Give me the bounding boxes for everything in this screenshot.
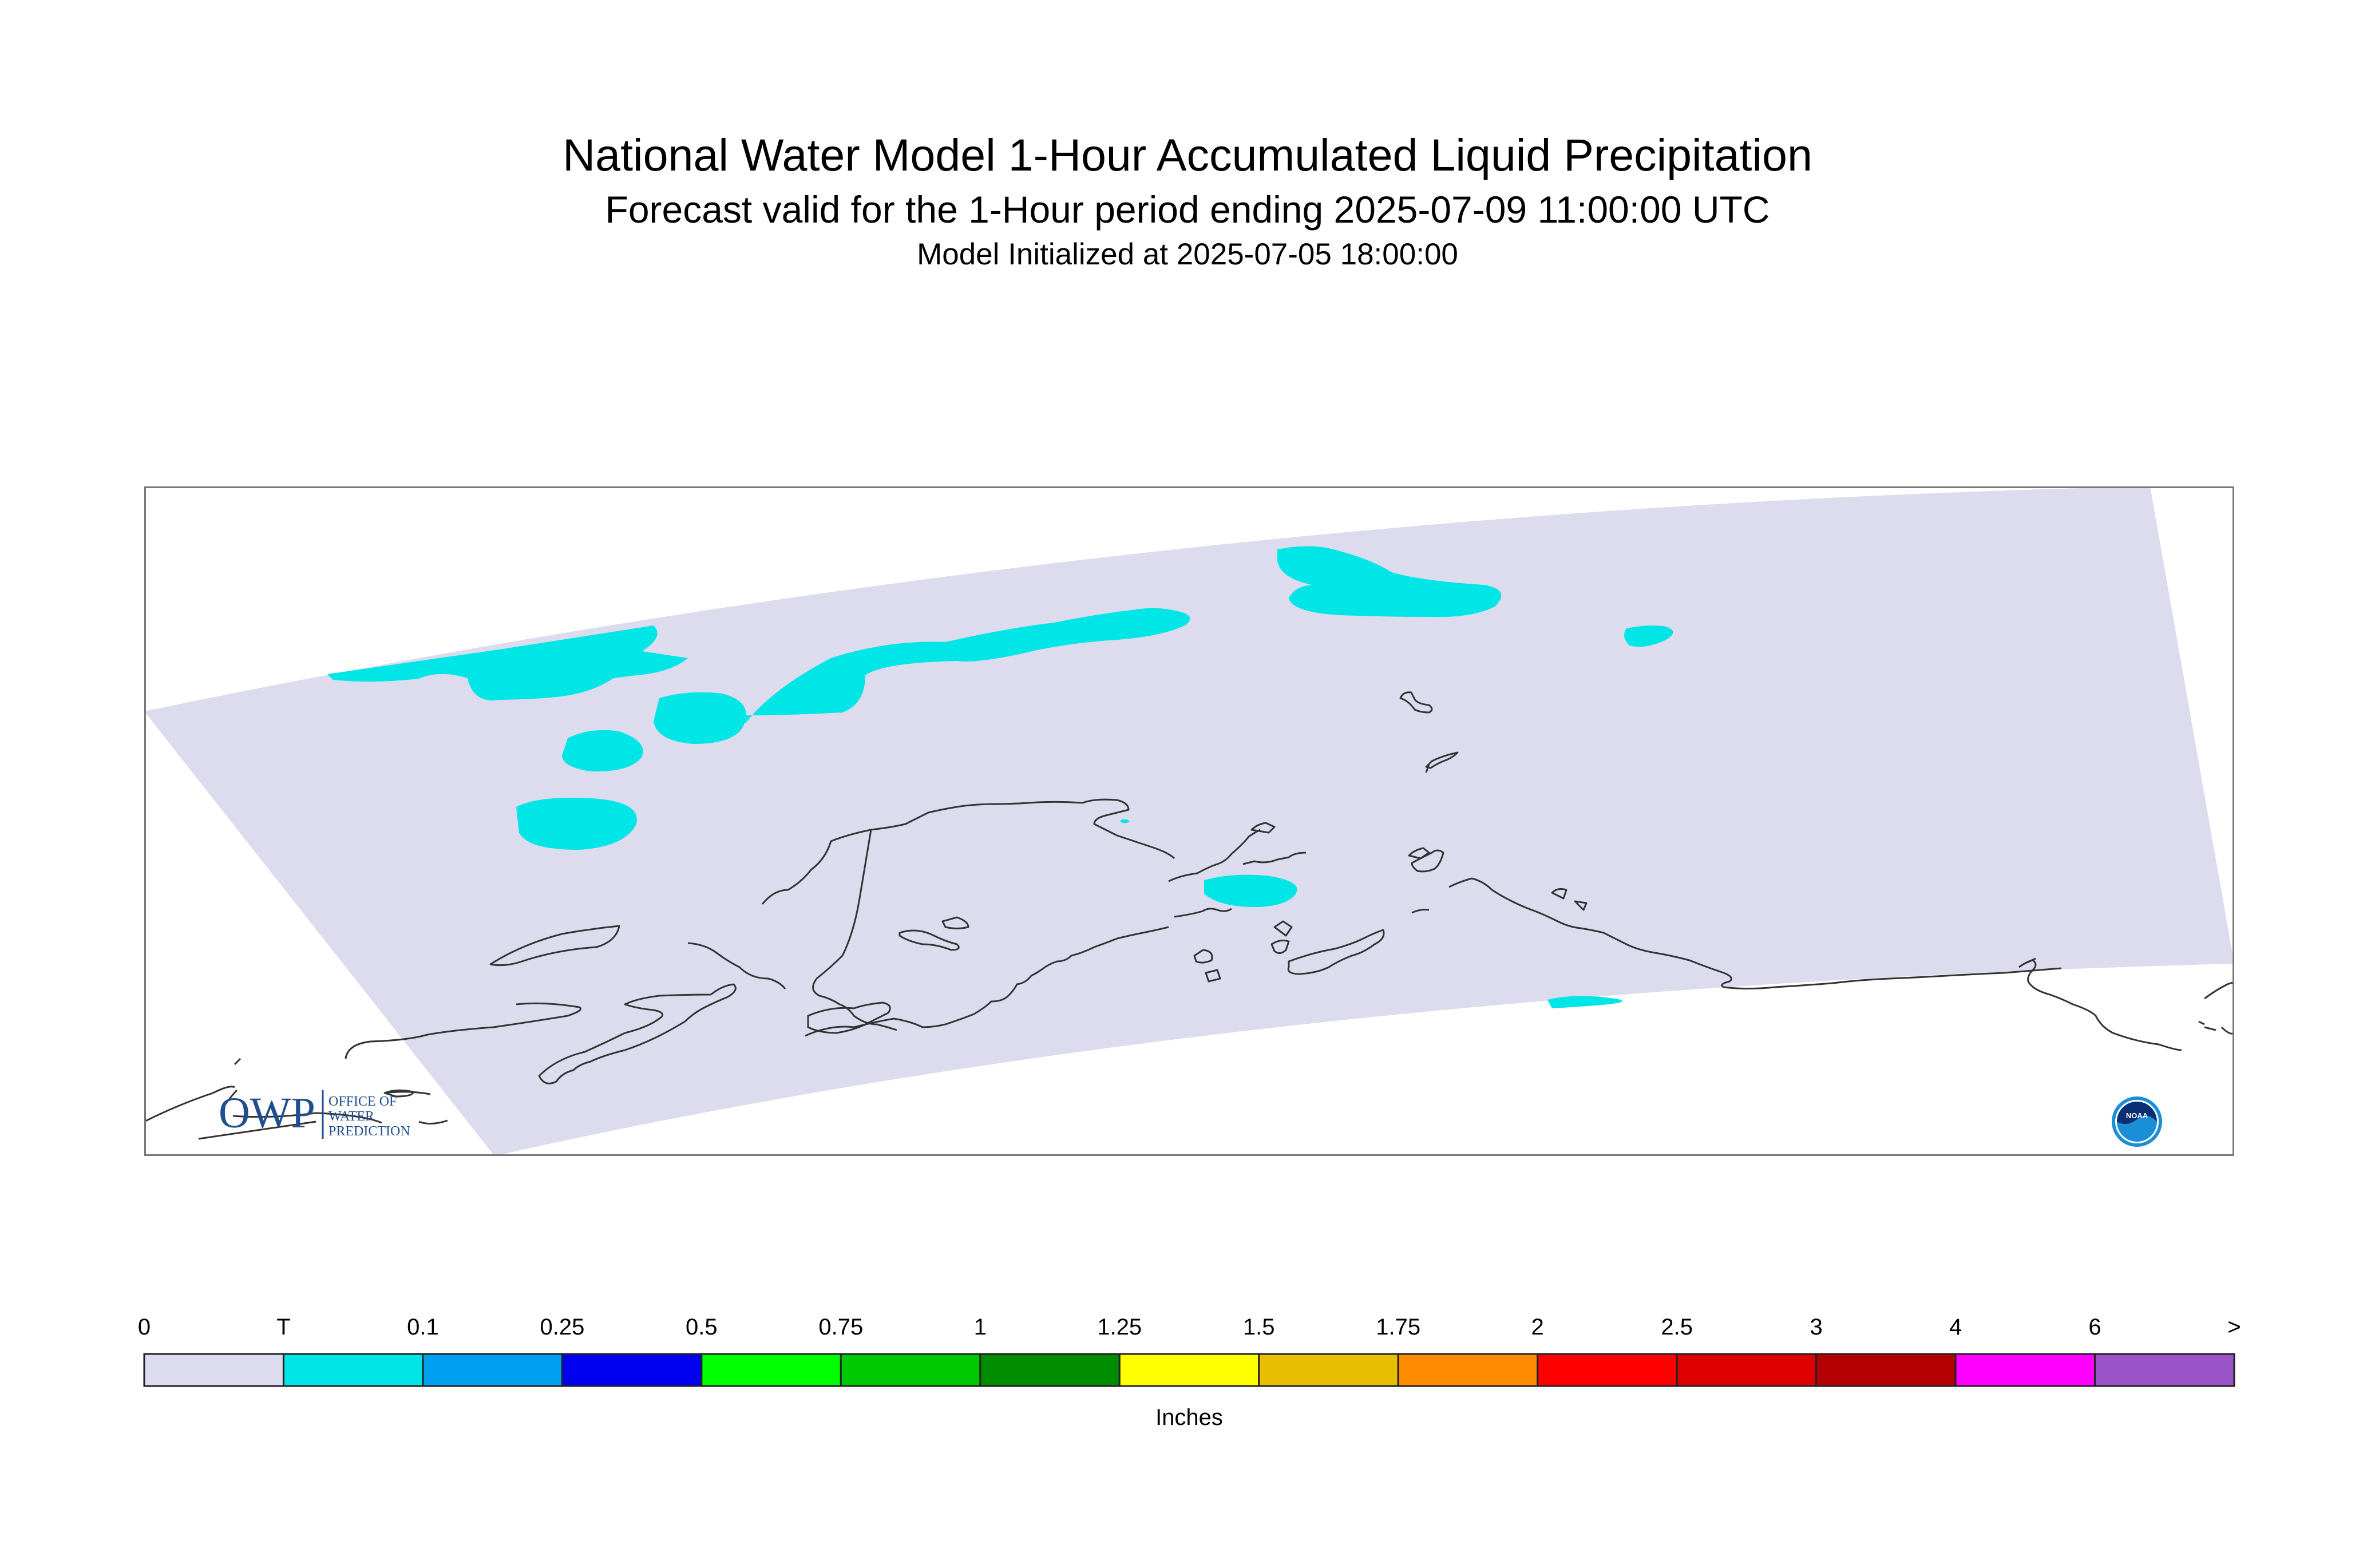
colorbar-tick-label: > (2227, 1314, 2241, 1340)
owp-logo-text-line: OFFICE OF (328, 1094, 397, 1109)
colorbar-swatch (840, 1353, 981, 1387)
colorbar-tick-label: 1.75 (1376, 1314, 1420, 1340)
colorbar-tick-label: 0.5 (686, 1314, 718, 1340)
colorbar-swatch (1954, 1353, 2096, 1387)
owp-logo-mark: OWP (219, 1089, 315, 1137)
precip-area (327, 625, 688, 700)
colorbar-tick-label: 0.75 (818, 1314, 863, 1340)
colorbar-swatch (561, 1353, 703, 1387)
owp-logo-text-line: WATER (328, 1109, 374, 1124)
precip-area (1120, 819, 1130, 823)
colorbar-tick-label: 1.25 (1097, 1314, 1142, 1340)
precip-area (516, 798, 637, 850)
colorbar-swatch (143, 1353, 284, 1387)
owp-logo-text-line: PREDICTION (328, 1124, 410, 1139)
colorbar-swatch (1676, 1353, 1818, 1387)
precip-area (1204, 874, 1297, 907)
colorbar-swatch (2094, 1353, 2235, 1387)
colorbar-swatch (700, 1353, 842, 1387)
colorbar-tick-label: 2 (1531, 1314, 1544, 1340)
colorbar-swatch (282, 1353, 424, 1387)
colorbar-tick-label: T (276, 1314, 290, 1340)
map-subtitle: Forecast valid for the 1-Hour period end… (605, 188, 1770, 231)
precip-area (1624, 625, 1673, 647)
colorbar-tick-label: 0 (138, 1314, 151, 1340)
map-frame (144, 486, 2234, 1156)
colorbar-swatch (422, 1353, 563, 1387)
colorbar-tick-label: 4 (1949, 1314, 1962, 1340)
colorbar-tick-label: 0.1 (407, 1314, 439, 1340)
colorbar-swatch (1815, 1353, 1957, 1387)
colorbar-tick-label: 1 (974, 1314, 987, 1340)
precipitation-colorbar: 0 T 0.1 0.25 0.5 0.75 1 1.25 1.5 1.75 2 2.5 3 4 6 > Inc… (138, 1314, 2241, 1430)
precip-area (1547, 996, 1622, 1008)
noaa-logo-text: NOAA (2126, 1111, 2148, 1120)
noaa-logo: NOAA (2112, 1096, 2162, 1147)
colorbar-swatch (979, 1353, 1121, 1387)
owp-logo: OWP OFFICE OF WATER PREDICTION (219, 1089, 410, 1139)
colorbar-swatch (1537, 1353, 1678, 1387)
precipitation-areas (327, 546, 1673, 1008)
precip-area (654, 692, 746, 744)
colorbar-tick-label: 0.25 (540, 1314, 584, 1340)
map-title: National Water Model 1-Hour Accumulated … (563, 129, 1812, 180)
precip-area (745, 608, 1190, 724)
colorbar-swatch (1258, 1353, 1399, 1387)
colorbar-tick-label: 6 (2088, 1314, 2101, 1340)
precip-area (562, 730, 643, 772)
colorbar-tick-label: 2.5 (1661, 1314, 1693, 1340)
precipitation-map: OWP OFFICE OF WATER PREDICTION NOAA (144, 486, 2234, 1156)
colorbar-swatch (1118, 1353, 1260, 1387)
colorbar-unit-label: Inches (1155, 1405, 1223, 1430)
colorbar-tick-label: 3 (1810, 1314, 1822, 1340)
precip-area (1277, 546, 1502, 617)
colorbar-tick-label: 1.5 (1243, 1314, 1275, 1340)
model-domain (144, 486, 2234, 1156)
coastlines (144, 691, 2234, 1140)
model-init-time: Model Initialized at 2025-07-05 18:00:00 (917, 237, 1458, 271)
colorbar-swatch (1397, 1353, 1539, 1387)
